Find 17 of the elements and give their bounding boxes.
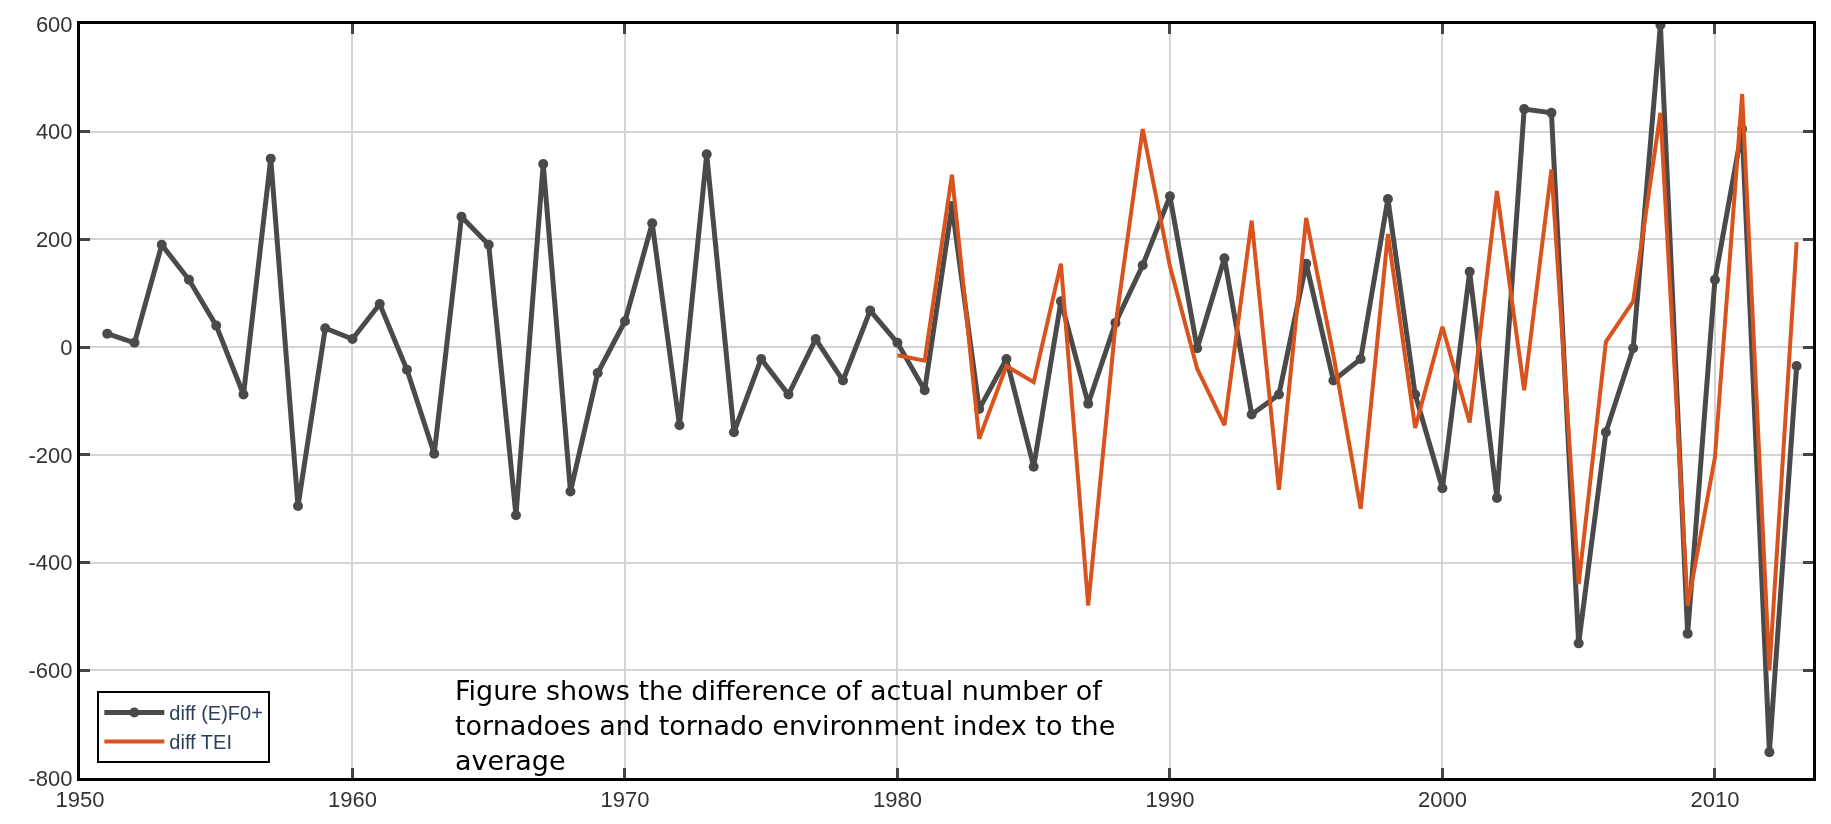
annotation: Figure shows the difference of actual number of tornadoes and tornado environment index to the average [455, 675, 1116, 777]
x-tick-label: 1990 [1145, 787, 1195, 813]
legend-label: diff (E)F0+ [169, 702, 263, 725]
line-series [895, 92, 1799, 673]
x-tick-label: 2000 [1417, 787, 1467, 813]
y-tick-label: -400 [28, 550, 73, 576]
y-tick-label: 600 [35, 11, 73, 37]
y-tick-label: 400 [35, 119, 73, 145]
legend-label: diff TEI [169, 731, 232, 754]
x-tick-label: 1980 [872, 787, 922, 813]
y-tick-label: -200 [28, 442, 73, 468]
y-tick-label: -600 [28, 657, 73, 683]
x-tick-label: 1970 [600, 787, 650, 813]
y-tick-label: 200 [35, 227, 73, 253]
x-tick-label: 1960 [328, 787, 377, 813]
y-tick-label: 0 [60, 334, 73, 360]
x-tick-label: 2010 [1690, 787, 1740, 813]
